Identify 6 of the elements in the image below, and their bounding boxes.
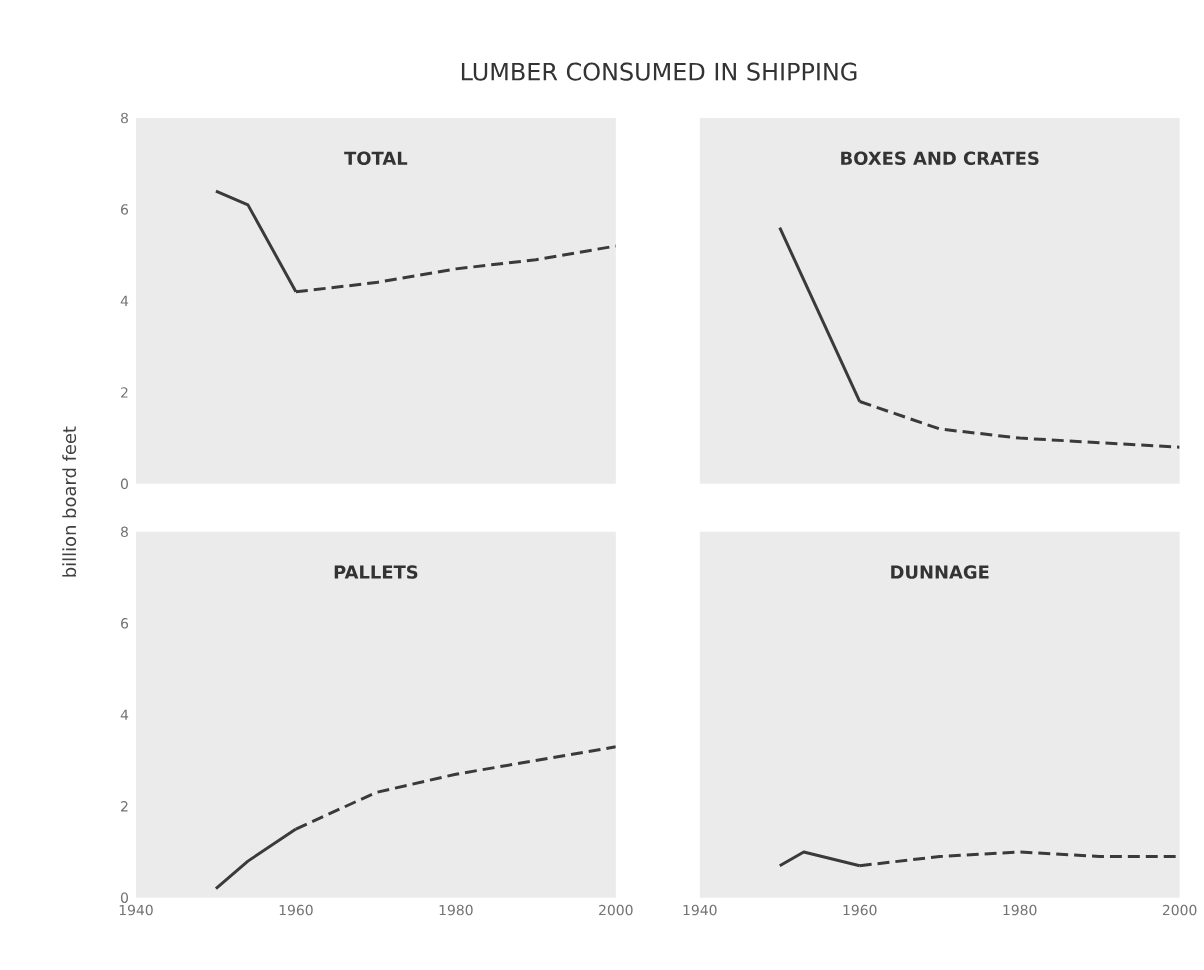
text: BOXES AND CRATES	[841, 151, 1039, 166]
text: PALLETS	[334, 565, 418, 580]
y-axis-title: billion board feet	[62, 426, 77, 577]
text: DUNNAGE	[891, 565, 989, 580]
text: TOTAL	[344, 151, 408, 166]
chart-title: LUMBER CONSUMED IN SHIPPING	[461, 62, 857, 81]
